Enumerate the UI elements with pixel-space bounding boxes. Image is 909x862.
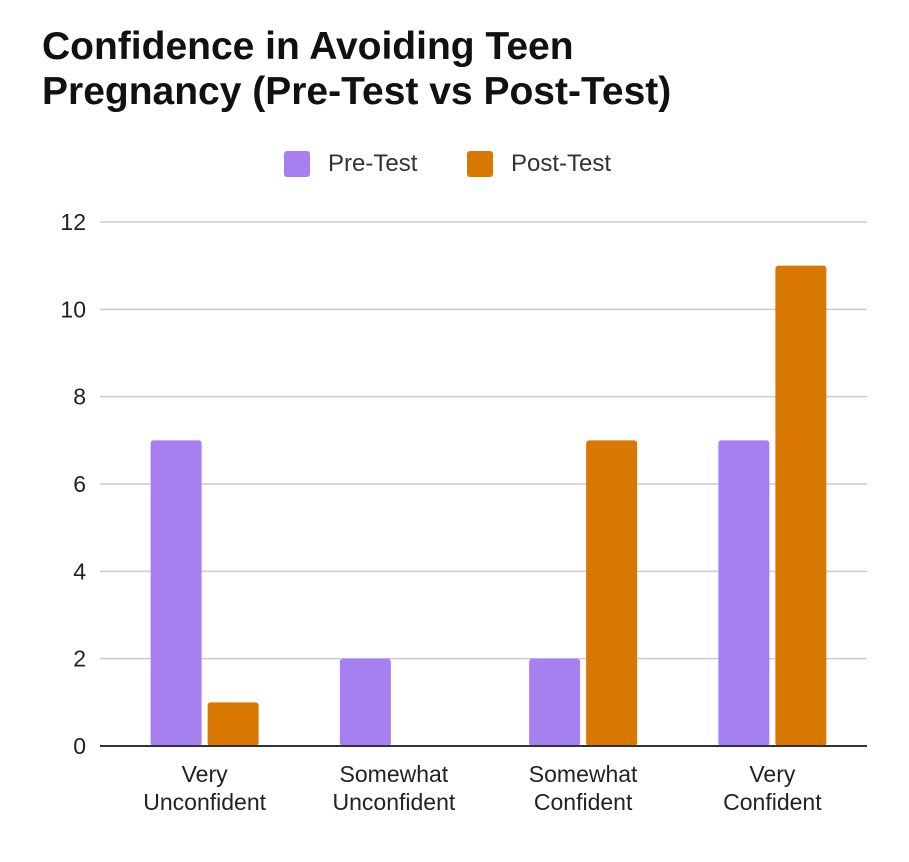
y-tick-label: 10 [60, 296, 86, 322]
gridlines [100, 221, 867, 660]
y-tick-label: 8 [73, 384, 86, 410]
legend-item-pre-test[interactable]: Pre-Test [284, 146, 417, 182]
bar-pre-test-somewhat-confident [529, 658, 581, 746]
y-tick-label: 6 [73, 471, 86, 497]
legend-item-post-test[interactable]: Post-Test [467, 146, 611, 182]
legend: Pre-Test Post-Test [0, 146, 909, 182]
chart-title-line-2: Pregnancy (Pre-Test vs Post-Test) [42, 70, 672, 113]
bar-post-test-very-unconfident [207, 702, 259, 746]
x-tick-label: Somewhat [340, 761, 449, 787]
y-tick-label: 12 [60, 209, 86, 235]
x-tick-label: Unconfident [143, 789, 266, 815]
x-axis-labels: VeryUnconfidentSomewhatUnconfidentSomewh… [143, 761, 822, 815]
bar-pre-test-very-unconfident [150, 440, 202, 746]
legend-swatch-pre-test [284, 151, 310, 177]
legend-swatch-post-test [467, 151, 493, 177]
bar-post-test-very-confident [775, 265, 827, 746]
legend-label-post-test: Post-Test [511, 150, 612, 177]
x-tick-label: Unconfident [333, 789, 456, 815]
bars [150, 265, 827, 746]
x-tick-label: Somewhat [529, 761, 638, 787]
x-tick-label: Very [749, 761, 796, 787]
legend-label-pre-test: Pre-Test [328, 150, 418, 177]
x-tick-label: Confident [723, 789, 822, 815]
bar-pre-test-very-confident [718, 440, 770, 746]
y-axis-labels: 0 2 4 6 8 10 12 [60, 209, 86, 759]
bar-post-test-somewhat-confident [586, 440, 638, 746]
y-tick-label: 0 [73, 733, 86, 759]
chart-title: Confidence in Avoiding Teen Pregnancy (P… [42, 24, 862, 114]
y-tick-label: 2 [73, 646, 86, 672]
x-tick-label: Very [182, 761, 229, 787]
chart-title-line-1: Confidence in Avoiding Teen [42, 25, 574, 68]
x-tick-label: Confident [534, 789, 633, 815]
y-tick-label: 4 [73, 558, 86, 584]
bar-pre-test-somewhat-unconfident [339, 658, 391, 746]
